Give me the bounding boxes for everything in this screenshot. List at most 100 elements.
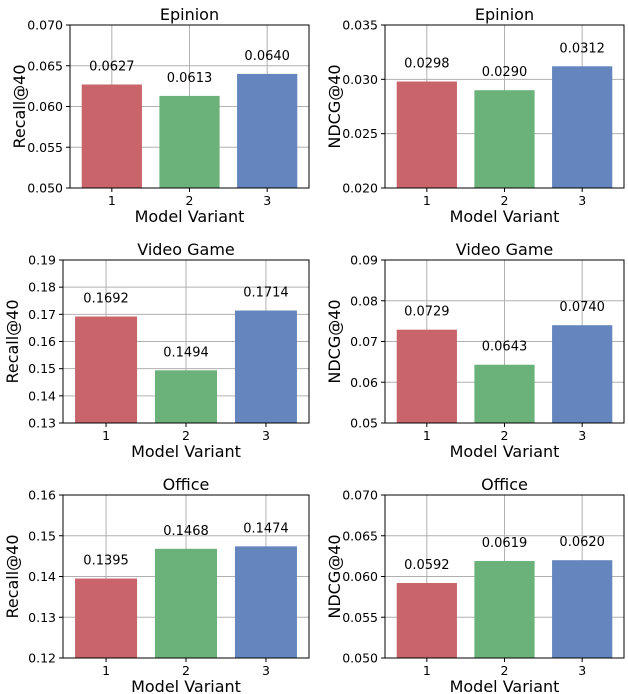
x-tick-label: 1 [423,193,431,208]
chart-panel: 0.1395 0.1468 0.1474 0.12 0.13 0.14 0.15 0.16 1 2… [3,475,310,694]
bar [237,73,298,188]
bar [159,95,220,188]
data-label: 0.0729 [404,305,450,320]
chart-title: Video Game [137,240,235,259]
chart-title: Epinion [475,5,534,24]
y-tick-label: 0.065 [342,528,378,543]
y-tick-label: 0.070 [342,488,378,503]
chart-panel: 0.1692 0.1494 0.1714 0.13 0.14 0.15 0.16 0.17 0.… [3,240,310,461]
chart-panel: 0.0592 0.0619 0.0620 0.050 0.055 0.060 0.065 0.… [325,475,625,694]
y-tick-label: 0.060 [27,99,63,114]
y-tick-label: 0.13 [28,610,56,625]
x-tick-label: 2 [501,193,509,208]
data-label: 0.0592 [404,558,450,573]
y-tick-label: 0.07 [350,334,378,349]
y-tick-label: 0.055 [342,610,378,625]
x-tick-label: 3 [578,428,586,443]
y-tick-label: 0.16 [28,334,56,349]
x-tick-label: 3 [578,193,586,208]
y-tick-label: 0.19 [28,253,56,268]
y-tick-label: 0.14 [28,388,56,403]
y-tick-label: 0.08 [350,293,378,308]
x-tick-label: 2 [501,428,509,443]
chart-panel: 0.0729 0.0643 0.0740 0.05 0.06 0.07 0.08 0.09 1 2… [325,240,625,461]
y-axis-label: NDCG@40 [325,64,344,148]
data-label: 0.1692 [83,292,129,307]
bar [155,370,217,423]
data-label: 0.0620 [559,535,605,550]
bar [396,329,457,423]
y-tick-label: 0.13 [28,416,56,431]
y-axis-label: NDCG@40 [325,299,344,383]
y-axis-label: Recall@40 [3,299,22,383]
y-tick-label: 0.12 [28,651,56,666]
data-label: 0.0740 [559,300,605,315]
x-tick-label: 1 [423,428,431,443]
y-tick-label: 0.055 [27,140,63,155]
y-tick-label: 0.060 [342,569,378,584]
x-tick-label: 3 [262,428,270,443]
data-label: 0.0619 [482,536,528,551]
x-axis-label: Model Variant [131,442,241,461]
x-tick-label: 3 [578,663,586,678]
chart-title: Office [481,475,528,494]
y-tick-label: 0.17 [28,307,56,322]
bar [75,316,138,423]
y-tick-label: 0.05 [350,416,378,431]
chart-panel: 0.0298 0.0290 0.0312 0.020 0.025 0.030 0.035 1 2… [325,5,625,226]
y-axis-label: NDCG@40 [325,534,344,618]
bar [75,578,138,658]
y-tick-label: 0.020 [342,181,378,196]
x-tick-label: 1 [102,428,110,443]
x-tick-label: 1 [102,663,110,678]
y-tick-label: 0.14 [28,569,56,584]
bar [552,325,613,423]
bar [474,364,535,423]
y-tick-label: 0.050 [342,651,378,666]
bar [552,560,613,658]
data-label: 0.0312 [559,41,605,56]
bar [474,90,535,188]
x-axis-label: Model Variant [450,207,560,226]
bar [234,546,297,658]
data-label: 0.0290 [482,65,528,80]
y-tick-label: 0.06 [350,375,378,390]
y-tick-label: 0.15 [28,361,56,376]
data-label: 0.1395 [83,554,129,569]
chart-title: Video Game [456,240,554,259]
y-tick-label: 0.070 [27,18,63,33]
y-tick-label: 0.18 [28,280,56,295]
chart-title: Epinion [160,5,219,24]
bar [234,310,297,423]
bar [396,583,457,658]
y-tick-label: 0.16 [28,488,56,503]
data-label: 0.1468 [163,524,209,539]
data-label: 0.0640 [244,49,290,64]
y-tick-label: 0.15 [28,528,56,543]
bar [474,561,535,658]
bar [81,84,142,188]
data-label: 0.1494 [163,345,209,360]
x-tick-label: 1 [423,663,431,678]
y-tick-label: 0.025 [342,126,378,141]
data-label: 0.1474 [243,521,289,536]
chart-title: Office [163,475,210,494]
bar [396,81,457,188]
x-tick-label: 2 [501,663,509,678]
x-axis-label: Model Variant [131,677,241,694]
data-label: 0.0613 [167,71,213,86]
y-axis-label: Recall@40 [3,534,22,618]
y-tick-label: 0.065 [27,58,63,73]
x-axis-label: Model Variant [450,677,560,694]
bar [155,548,217,658]
y-tick-label: 0.09 [350,253,378,268]
x-tick-label: 2 [182,428,190,443]
y-tick-label: 0.030 [342,72,378,87]
x-tick-label: 2 [186,193,194,208]
data-label: 0.0643 [482,340,528,355]
chart-panel: 0.0627 0.0613 0.0640 0.050 0.055 0.060 0.065 0.… [10,5,310,226]
x-tick-label: 3 [263,193,271,208]
x-axis-label: Model Variant [135,207,245,226]
x-axis-label: Model Variant [450,442,560,461]
